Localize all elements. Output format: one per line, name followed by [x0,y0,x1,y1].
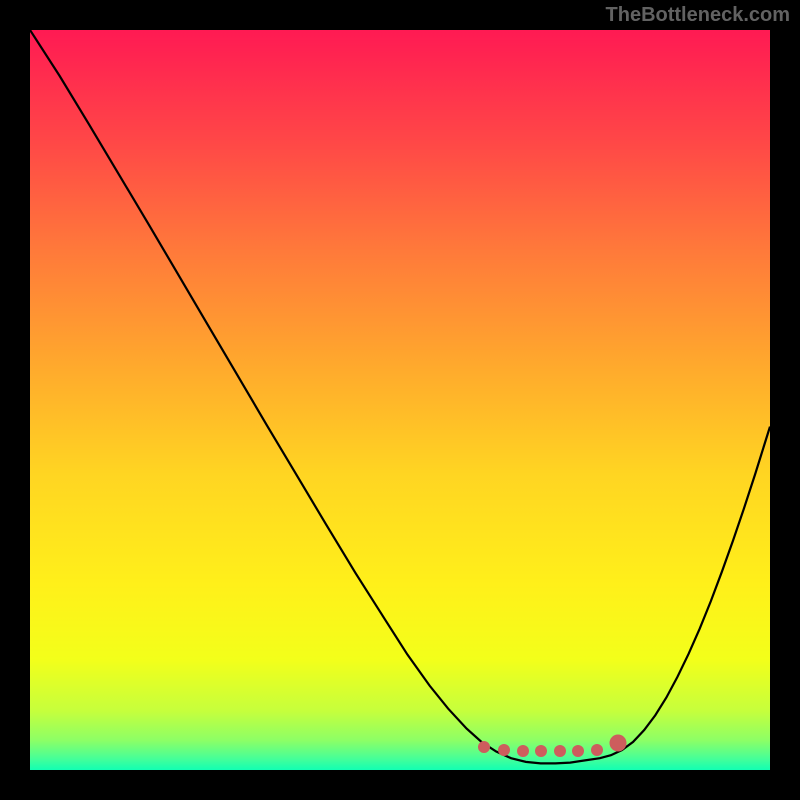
marker-dot [572,745,584,757]
marker-dot [591,744,603,756]
marker-dot [498,744,510,756]
plot-area [30,30,770,770]
marker-dot [478,741,490,753]
chart-container: TheBottleneck.com [0,0,800,800]
marker-end-dot [610,735,627,752]
curve-svg [30,30,770,770]
watermark-text: TheBottleneck.com [606,4,790,27]
marker-dot [517,745,529,757]
marker-dot [554,745,566,757]
marker-dot [535,745,547,757]
curve-path [30,30,770,763]
